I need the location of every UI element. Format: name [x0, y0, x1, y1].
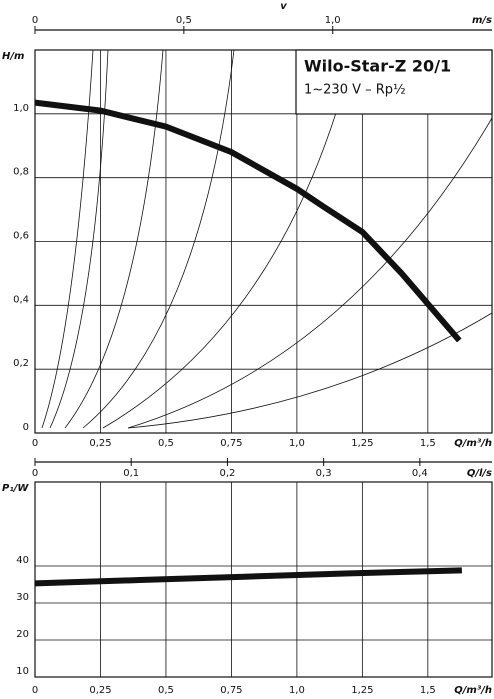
top-tick-label: 0 [32, 468, 38, 479]
x-tick-label: 0 [32, 438, 38, 449]
plot-frame [34, 49, 493, 434]
x-tick-label: 1,5 [420, 438, 436, 449]
system-curve [41, 49, 94, 429]
top-tick-label: 0,1 [123, 468, 139, 479]
top-tick-label: 0,5 [176, 15, 192, 26]
y-tick-label: 0,4 [13, 294, 29, 305]
curve [34, 99, 462, 343]
y-tick-label: 10 [16, 666, 29, 677]
x-tick-label: 1,25 [351, 685, 373, 696]
system-curve [82, 49, 235, 429]
y-tick-label: 20 [16, 629, 29, 640]
x-tick-label: 0,25 [89, 438, 111, 449]
y-tick-label: 0,6 [13, 231, 29, 242]
x-tick-label: 0,75 [220, 685, 242, 696]
top-tick-label: 1,0 [325, 15, 341, 26]
y-tick-label: 0,8 [13, 167, 29, 178]
x-tick-label: 0,75 [220, 438, 242, 449]
top-axis-unit: m/s [472, 15, 492, 26]
x-tick-label: 1,0 [289, 685, 305, 696]
y-axis-label: P₁/W [2, 483, 29, 494]
x-tick-label: 1,5 [420, 685, 436, 696]
y-axis-label: H/m [2, 51, 24, 62]
x-tick-label: 1,0 [289, 438, 305, 449]
curve [34, 567, 462, 587]
x-tick-label: 0 [32, 685, 38, 696]
chart-subtitle: 1~230 V – Rp½ [304, 83, 406, 98]
x-tick-label: 1,25 [351, 438, 373, 449]
x-tick-label: 0,5 [158, 438, 174, 449]
y-tick-label: 1,0 [13, 103, 29, 114]
y-tick-label: 30 [16, 592, 29, 603]
system-curve [102, 99, 341, 429]
x-tick-label: 0,5 [158, 685, 174, 696]
title-box [295, 49, 493, 115]
chart-title: Wilo-Star-Z 20/1 [304, 57, 451, 76]
top-tick-label: 0,3 [316, 468, 332, 479]
system-curves [41, 49, 493, 429]
top-tick-label: 0 [32, 15, 38, 26]
top-axis-label: v [280, 1, 287, 12]
top-tick-label: 0,4 [412, 468, 428, 479]
top-axis-unit: Q/l/s [467, 468, 492, 479]
x-axis-label: Q/m³/h [454, 685, 492, 696]
system-curve [127, 117, 493, 429]
y-tick-label: 0 [23, 422, 29, 433]
top-tick-label: 0,2 [219, 468, 235, 479]
system-curve [127, 312, 493, 429]
plot-frame [34, 481, 493, 678]
y-tick-label: 40 [16, 555, 29, 566]
y-tick-label: 0,2 [13, 358, 29, 369]
x-tick-label: 0,25 [89, 685, 111, 696]
x-axis-label: Q/m³/h [454, 438, 492, 449]
system-curve [49, 49, 109, 429]
